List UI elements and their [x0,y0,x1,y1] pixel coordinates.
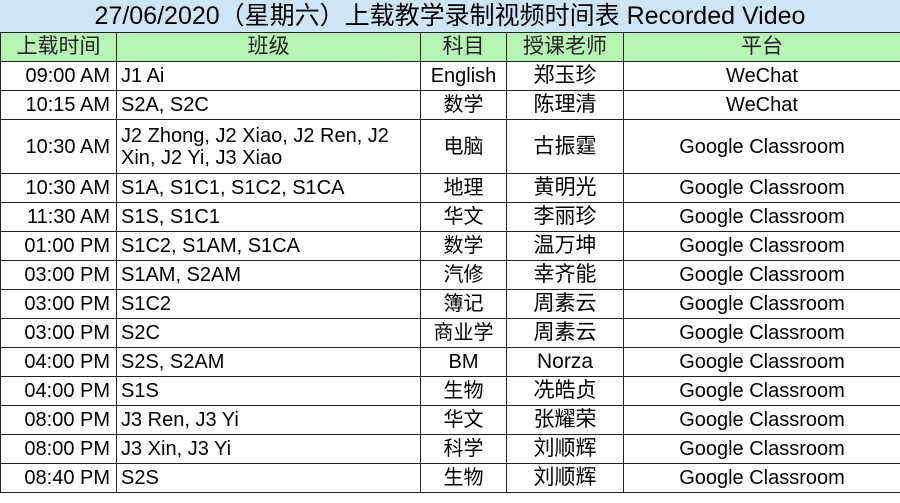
table-row: 03:00 PM S1AM, S2AM 汽修 幸齐能 Google Classroom [0,260,900,290]
cell-class: J1 Ai [116,61,421,91]
cell-class: S1S, S1C1 [116,202,421,232]
cell-teacher: 周素云 [506,318,624,348]
cell-subject: 生物 [420,376,507,406]
cell-subject: 数学 [420,231,507,261]
table-row: 10:30 AM S1A, S1C1, S1C2, S1CA 地理 黄明光 Google… [0,173,900,203]
cell-platform: Google Classroom [623,202,900,232]
cell-time: 09:00 AM [0,61,117,91]
cell-class: S1A, S1C1, S1C2, S1CA [116,173,421,203]
cell-teacher: Norza [506,347,624,377]
table-row: 08:00 PM J3 Xin, J3 Yi 科学 刘顺辉 Google Classro… [0,434,900,464]
cell-teacher: 刘顺辉 [506,463,624,493]
table-row: 03:00 PM S1C2 簿记 周素云 Google Classroom [0,289,900,319]
schedule-table: 上载时间 班级 科目 授课老师 平台 09:00 AM J1 Ai English 郑… [0,32,900,493]
table-row: 03:00 PM S2C 商业学 周素云 Google Classroom [0,318,900,348]
header-class: 班级 [116,32,421,62]
cell-subject: 电脑 [420,119,507,174]
cell-subject: 数学 [420,90,507,120]
cell-class: S2A, S2C [116,90,421,120]
cell-subject: BM [420,347,507,377]
header-platform: 平台 [623,32,900,62]
cell-time: 11:30 AM [0,202,117,232]
cell-platform: Google Classroom [623,347,900,377]
cell-subject: 生物 [420,463,507,493]
cell-time: 04:00 PM [0,347,117,377]
table-row: 08:40 PM S2S 生物 刘顺辉 Google Classroom [0,463,900,493]
cell-time: 10:30 AM [0,119,117,174]
table-row: 11:30 AM S1S, S1C1 华文 李丽珍 Google Classroom [0,202,900,232]
cell-time: 03:00 PM [0,289,117,319]
cell-platform: WeChat [623,90,900,120]
cell-time: 08:40 PM [0,463,117,493]
cell-platform: Google Classroom [623,289,900,319]
table-row: 10:15 AM S2A, S2C 数学 陈理清 WeChat [0,90,900,120]
cell-time: 04:00 PM [0,376,117,406]
cell-teacher: 周素云 [506,289,624,319]
table-row: 08:00 PM J3 Ren, J3 Yi 华文 张耀荣 Google Classro… [0,405,900,435]
cell-teacher: 刘顺辉 [506,434,624,464]
schedule-title: 27/06/2020（星期六）上载教学录制视频时间表 Recorded Vide… [0,0,900,32]
cell-class: S1S [116,376,421,406]
table-row: 01:00 PM S1C2, S1AM, S1CA 数学 温万坤 Google Clas… [0,231,900,261]
cell-platform: Google Classroom [623,119,900,174]
cell-platform: Google Classroom [623,405,900,435]
table-row: 04:00 PM S1S 生物 冼皓贞 Google Classroom [0,376,900,406]
cell-time: 03:00 PM [0,260,117,290]
cell-platform: Google Classroom [623,434,900,464]
cell-teacher: 温万坤 [506,231,624,261]
cell-time: 03:00 PM [0,318,117,348]
cell-class: S1AM, S2AM [116,260,421,290]
cell-class: S2S, S2AM [116,347,421,377]
header-subject: 科目 [420,32,507,62]
header-teacher: 授课老师 [506,32,624,62]
cell-platform: Google Classroom [623,260,900,290]
cell-time: 08:00 PM [0,434,117,464]
cell-teacher: 古振霆 [506,119,624,174]
cell-platform: Google Classroom [623,376,900,406]
cell-time: 08:00 PM [0,405,117,435]
cell-time: 01:00 PM [0,231,117,261]
cell-teacher: 郑玉珍 [506,61,624,91]
cell-teacher: 幸齐能 [506,260,624,290]
cell-subject: 科学 [420,434,507,464]
cell-platform: WeChat [623,61,900,91]
cell-time: 10:30 AM [0,173,117,203]
cell-subject: 地理 [420,173,507,203]
cell-platform: Google Classroom [623,318,900,348]
table-row: 04:00 PM S2S, S2AM BM Norza Google Classroom [0,347,900,377]
cell-teacher: 黄明光 [506,173,624,203]
cell-subject: 华文 [420,405,507,435]
cell-subject: English [420,61,507,91]
cell-teacher: 陈理清 [506,90,624,120]
cell-class: J3 Xin, J3 Yi [116,434,421,464]
table-row: 09:00 AM J1 Ai English 郑玉珍 WeChat [0,61,900,91]
cell-class: S2S [116,463,421,493]
cell-subject: 簿记 [420,289,507,319]
table-row: 10:30 AM J2 Zhong, J2 Xiao, J2 Ren, J2 Xi… [0,119,900,174]
cell-class: J3 Ren, J3 Yi [116,405,421,435]
cell-subject: 华文 [420,202,507,232]
cell-subject: 汽修 [420,260,507,290]
cell-teacher: 冼皓贞 [506,376,624,406]
cell-platform: Google Classroom [623,231,900,261]
cell-teacher: 李丽珍 [506,202,624,232]
cell-platform: Google Classroom [623,173,900,203]
cell-class: S2C [116,318,421,348]
cell-teacher: 张耀荣 [506,405,624,435]
cell-subject: 商业学 [420,318,507,348]
header-time: 上载时间 [0,32,117,62]
cell-class: S1C2, S1AM, S1CA [116,231,421,261]
cell-time: 10:15 AM [0,90,117,120]
header-row: 上载时间 班级 科目 授课老师 平台 [0,32,900,62]
cell-platform: Google Classroom [623,463,900,493]
cell-class: J2 Zhong, J2 Xiao, J2 Ren, J2 Xin, J2 Yi… [116,119,421,174]
cell-class: S1C2 [116,289,421,319]
